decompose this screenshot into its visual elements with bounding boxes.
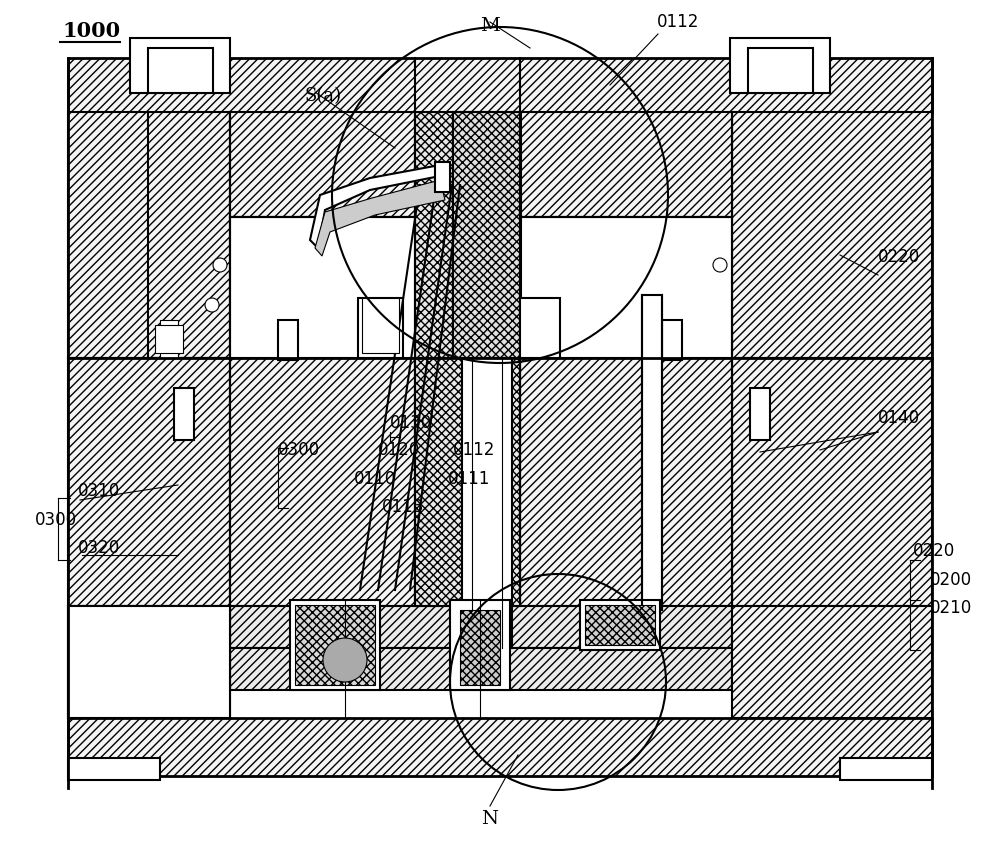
Text: 1000: 1000: [62, 21, 120, 41]
Text: 0320: 0320: [78, 539, 120, 557]
Circle shape: [323, 638, 367, 682]
Bar: [585, 605, 655, 645]
Bar: [68, 606, 230, 718]
Bar: [68, 358, 230, 606]
Bar: [290, 600, 380, 690]
Text: 0120: 0120: [378, 441, 420, 459]
Bar: [174, 388, 194, 440]
Bar: [155, 325, 183, 353]
Bar: [730, 38, 830, 93]
Circle shape: [213, 258, 227, 272]
Bar: [520, 358, 732, 606]
Bar: [520, 112, 732, 217]
Bar: [415, 112, 520, 358]
Text: 0112: 0112: [657, 13, 699, 31]
Bar: [520, 298, 560, 358]
Bar: [748, 48, 813, 93]
Bar: [462, 358, 512, 648]
Text: 0111: 0111: [448, 470, 490, 488]
Bar: [68, 58, 932, 112]
Bar: [415, 358, 520, 606]
Bar: [435, 162, 450, 192]
Text: N: N: [482, 810, 498, 828]
Bar: [840, 758, 932, 780]
Text: 0110: 0110: [354, 470, 396, 488]
Bar: [732, 606, 932, 718]
Bar: [160, 320, 178, 358]
Text: 0200: 0200: [930, 571, 972, 589]
Text: 0130: 0130: [390, 414, 432, 432]
Bar: [362, 298, 399, 353]
Text: 0140: 0140: [878, 409, 920, 427]
Bar: [130, 38, 230, 93]
Bar: [358, 298, 403, 358]
Text: 0300: 0300: [278, 441, 320, 459]
Text: 0210: 0210: [930, 599, 972, 617]
Bar: [230, 606, 732, 648]
Text: M: M: [480, 17, 500, 35]
Bar: [68, 758, 160, 780]
Bar: [520, 217, 732, 358]
Text: S(a): S(a): [305, 87, 342, 105]
Text: 0112: 0112: [453, 441, 495, 459]
Polygon shape: [310, 165, 445, 248]
Bar: [68, 112, 230, 358]
Text: 0310: 0310: [78, 482, 120, 500]
Bar: [278, 320, 298, 360]
Bar: [732, 112, 932, 358]
Bar: [642, 295, 662, 610]
Polygon shape: [315, 180, 445, 256]
Text: 0220: 0220: [913, 542, 955, 560]
Bar: [230, 648, 732, 690]
Bar: [230, 217, 415, 358]
Circle shape: [205, 298, 219, 312]
Bar: [230, 358, 415, 606]
Bar: [580, 600, 660, 650]
Bar: [148, 48, 213, 93]
Bar: [662, 320, 682, 360]
Bar: [453, 112, 521, 358]
Bar: [68, 606, 230, 718]
Circle shape: [713, 258, 727, 272]
Bar: [68, 718, 932, 776]
Text: 0220: 0220: [878, 248, 920, 266]
Bar: [460, 610, 500, 685]
Bar: [230, 112, 415, 217]
Bar: [295, 605, 375, 685]
Text: 0113: 0113: [382, 498, 424, 516]
Bar: [732, 358, 932, 606]
Bar: [750, 388, 770, 440]
Bar: [450, 600, 510, 690]
Text: 0300: 0300: [35, 511, 77, 529]
